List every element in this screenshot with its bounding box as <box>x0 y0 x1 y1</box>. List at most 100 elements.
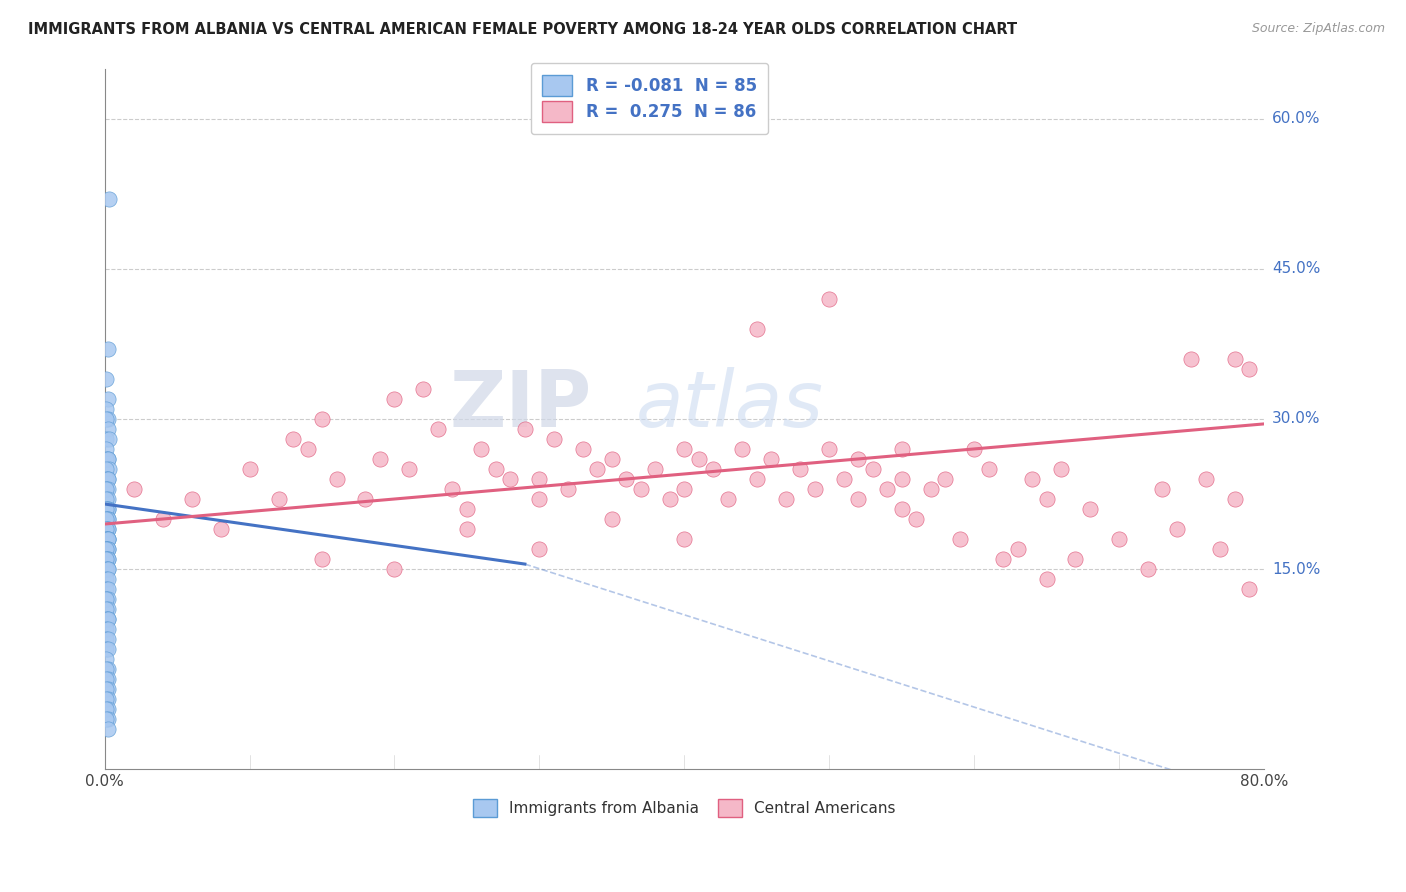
Point <box>1195 472 1218 486</box>
Point <box>97 672 120 686</box>
Point <box>354 491 377 506</box>
Point <box>97 702 120 716</box>
Point <box>963 442 986 456</box>
Point <box>209 522 232 536</box>
Point <box>818 442 841 456</box>
Point <box>94 512 117 526</box>
Text: atlas: atlas <box>636 367 824 443</box>
Point <box>600 452 623 467</box>
Point <box>94 462 117 476</box>
Point <box>94 632 117 647</box>
Point <box>94 512 117 526</box>
Text: 15.0%: 15.0% <box>1272 562 1320 576</box>
Point <box>94 552 117 566</box>
Legend: Immigrants from Albania, Central Americans: Immigrants from Albania, Central America… <box>465 792 904 825</box>
Point <box>94 502 117 516</box>
Point <box>1209 542 1232 557</box>
Point <box>97 482 120 496</box>
Point <box>905 512 928 526</box>
Point <box>890 442 912 456</box>
Point <box>412 382 434 396</box>
Point <box>94 572 117 586</box>
Point <box>97 662 120 676</box>
Point <box>818 292 841 306</box>
Point <box>398 462 420 476</box>
Point <box>470 442 492 456</box>
Point <box>94 482 117 496</box>
Point <box>673 532 696 546</box>
Point <box>152 512 174 526</box>
Point <box>529 491 551 506</box>
Point <box>977 462 1000 476</box>
Point <box>846 491 869 506</box>
Point <box>673 482 696 496</box>
Point <box>600 512 623 526</box>
Point <box>1108 532 1130 546</box>
Point <box>94 522 117 536</box>
Point <box>97 592 120 607</box>
Point <box>441 482 464 496</box>
Text: ZIP: ZIP <box>450 367 592 443</box>
Point <box>94 401 117 416</box>
Point <box>673 442 696 456</box>
Point <box>325 472 347 486</box>
Point <box>658 491 681 506</box>
Point <box>94 532 117 546</box>
Text: Source: ZipAtlas.com: Source: ZipAtlas.com <box>1251 22 1385 36</box>
Point <box>499 472 522 486</box>
Point <box>832 472 855 486</box>
Point <box>529 542 551 557</box>
Point <box>97 512 120 526</box>
Point <box>281 432 304 446</box>
Point <box>98 462 121 476</box>
Point <box>846 452 869 467</box>
Point <box>745 322 768 336</box>
Point <box>456 502 478 516</box>
Point <box>94 682 117 697</box>
Point <box>98 432 121 446</box>
Point <box>94 642 117 657</box>
Point <box>97 502 120 516</box>
Point <box>94 702 117 716</box>
Point <box>94 442 117 456</box>
Point <box>297 442 319 456</box>
Point <box>1035 572 1057 586</box>
Point <box>485 462 508 476</box>
Point <box>426 422 449 436</box>
Point <box>94 712 117 726</box>
Point <box>97 452 120 467</box>
Point <box>97 602 120 616</box>
Point <box>94 612 117 626</box>
Point <box>717 491 740 506</box>
Point <box>97 452 120 467</box>
Point <box>94 622 117 636</box>
Point <box>311 412 333 426</box>
Point <box>94 482 117 496</box>
Point <box>97 491 120 506</box>
Point <box>94 542 117 557</box>
Point <box>572 442 595 456</box>
Point <box>586 462 609 476</box>
Point <box>97 632 120 647</box>
Point <box>94 652 117 666</box>
Point <box>94 542 117 557</box>
Point <box>1007 542 1029 557</box>
Point <box>97 542 120 557</box>
Point <box>97 342 120 356</box>
Point <box>94 542 117 557</box>
Point <box>1166 522 1188 536</box>
Point <box>1239 362 1261 376</box>
Point <box>94 602 117 616</box>
Point <box>543 432 565 446</box>
Point <box>97 552 120 566</box>
Point <box>97 552 120 566</box>
Point <box>934 472 956 486</box>
Point <box>1239 582 1261 596</box>
Point <box>803 482 825 496</box>
Point <box>761 452 783 467</box>
Point <box>94 582 117 596</box>
Point <box>384 392 406 406</box>
Point <box>97 392 120 406</box>
Point <box>97 612 120 626</box>
Point <box>180 491 202 506</box>
